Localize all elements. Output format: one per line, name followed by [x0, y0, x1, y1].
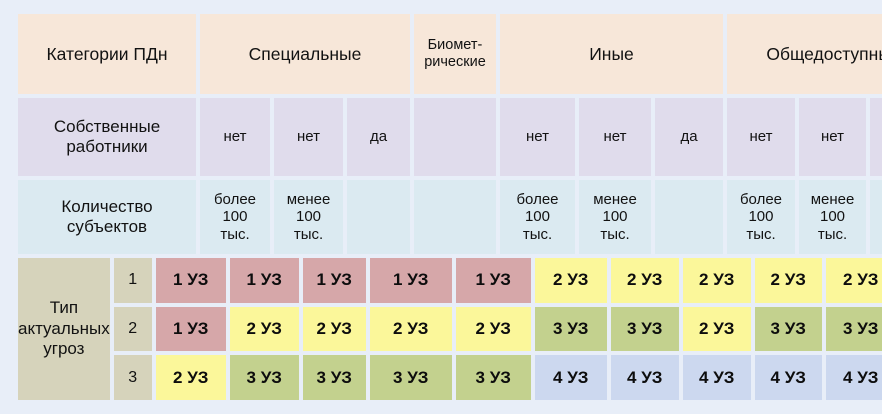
uz-cell-r2-c3: 2 УЗ: [302, 306, 366, 352]
threat-row-index-1: 1: [113, 258, 152, 303]
uz-cell-r3-c5: 3 УЗ: [455, 355, 531, 401]
uz-cell-r2-c4: 2 УЗ: [369, 306, 452, 352]
own-employees-value-8: нет: [727, 98, 795, 176]
subject-count-value-2: менее 100 тыс.: [274, 180, 343, 254]
subject-count-label: Количество субъектов: [18, 180, 196, 254]
uz-cell-r1-c7: 2 УЗ: [610, 258, 679, 303]
own-employees-label: Собственные работники: [18, 98, 196, 176]
uz-cell-r3-c8: 4 УЗ: [682, 355, 751, 401]
uz-cell-r3-c7: 4 УЗ: [610, 355, 679, 401]
own-employees-value-5: нет: [500, 98, 575, 176]
uz-cell-r3-c9: 4 УЗ: [754, 355, 822, 401]
uz-cell-r2-c8: 2 УЗ: [682, 306, 751, 352]
uz-cell-r3-c10: 4 УЗ: [825, 355, 882, 401]
uz-cell-r1-c2: 1 УЗ: [229, 258, 299, 303]
uz-cell-r3-c1: 2 УЗ: [155, 355, 226, 401]
table-header-row: Категории ПДн Специальные Биомет-рические И…: [18, 14, 882, 94]
own-employees-value-7: да: [655, 98, 723, 176]
uz-cell-r2-c9: 3 УЗ: [754, 306, 822, 352]
own-employees-value-6: нет: [579, 98, 651, 176]
threat-type-label: Тип актуальных угроз: [18, 258, 110, 400]
uz-cell-r3-c2: 3 УЗ: [229, 355, 299, 401]
table-title-cell: Категории ПДн: [18, 14, 196, 94]
uz-cell-r3-c6: 4 УЗ: [534, 355, 607, 401]
own-employees-value-9: нет: [799, 98, 866, 176]
uz-cell-r1-c5: 1 УЗ: [455, 258, 531, 303]
uz-cell-r1-c6: 2 УЗ: [534, 258, 607, 303]
uz-cell-r2-c10: 3 УЗ: [825, 306, 882, 352]
own-employees-value-10: да: [870, 98, 882, 176]
subject-count-value-10: [870, 180, 882, 254]
privacy-level-table: Категории ПДн Специальные Биомет-рические И…: [18, 14, 882, 401]
own-employees-value-1: нет: [200, 98, 270, 176]
subject-count-row: Количество субъектов более 100 тыс. менее 100…: [18, 180, 882, 254]
uz-cell-r3-c4: 3 УЗ: [369, 355, 452, 401]
uz-cell-r1-c9: 2 УЗ: [754, 258, 822, 303]
uz-cell-r1-c8: 2 УЗ: [682, 258, 751, 303]
column-group-header-3: Иные: [500, 14, 723, 94]
subject-count-value-6: менее 100 тыс.: [579, 180, 651, 254]
uz-cell-r2-c7: 3 УЗ: [610, 306, 679, 352]
column-group-header-1: Специальные: [200, 14, 410, 94]
subject-count-value-4: [414, 180, 496, 254]
column-group-header-4: Общедоступные: [727, 14, 882, 94]
uz-cell-r1-c3: 1 УЗ: [302, 258, 366, 303]
subject-count-value-7: [655, 180, 723, 254]
subject-count-value-1: более 100 тыс.: [200, 180, 270, 254]
uz-cell-r3-c3: 3 УЗ: [302, 355, 366, 401]
uz-cell-r2-c2: 2 УЗ: [229, 306, 299, 352]
uz-cell-r2-c6: 3 УЗ: [534, 306, 607, 352]
threat-row-index-3: 3: [113, 355, 152, 401]
own-employees-value-3: да: [347, 98, 410, 176]
subject-count-value-3: [347, 180, 410, 254]
uz-cell-r2-c5: 2 УЗ: [455, 306, 531, 352]
subject-count-value-5: более 100 тыс.: [500, 180, 575, 254]
own-employees-value-2: нет: [274, 98, 343, 176]
uz-cell-r1-c10: 2 УЗ: [825, 258, 882, 303]
subject-count-value-8: более 100 тыс.: [727, 180, 795, 254]
own-employees-value-4: [414, 98, 496, 176]
uz-cell-r2-c1: 1 УЗ: [155, 306, 226, 352]
subject-count-value-9: менее 100 тыс.: [799, 180, 866, 254]
threat-row-index-2: 2: [113, 306, 152, 352]
uz-cell-r1-c4: 1 УЗ: [369, 258, 452, 303]
own-employees-row: Собственные работники нет нет да нет нет да нет…: [18, 98, 882, 176]
uz-cell-r1-c1: 1 УЗ: [155, 258, 226, 303]
column-group-header-2: Биомет-рические: [414, 14, 496, 94]
